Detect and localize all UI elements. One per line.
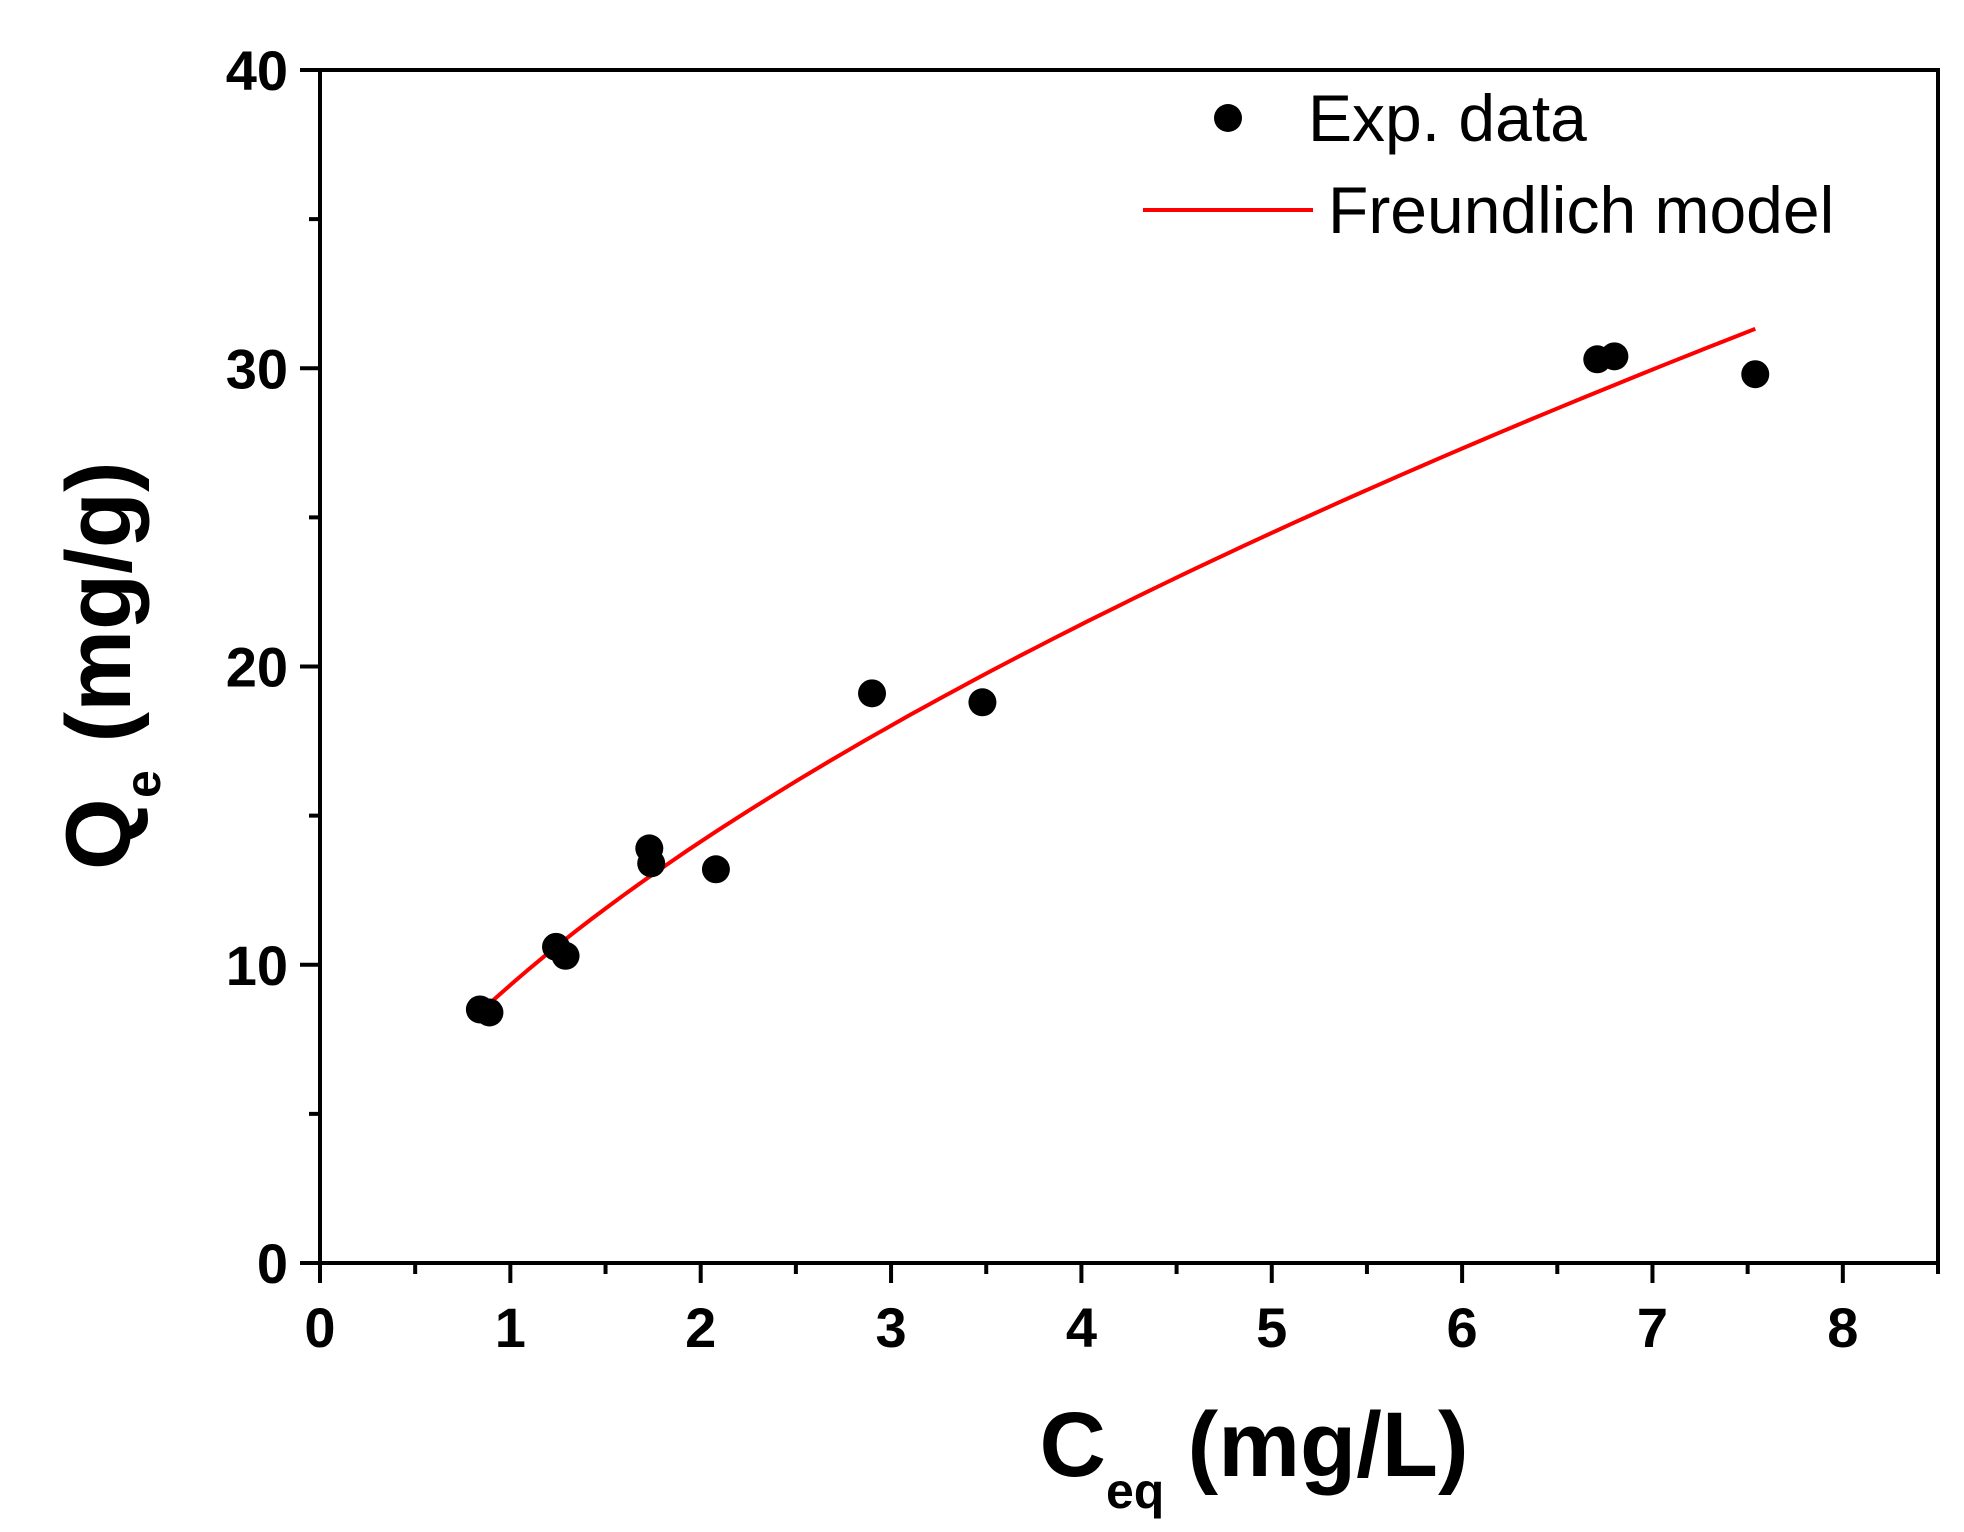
- x-tick-label: 8: [1827, 1296, 1858, 1359]
- exp-data-point: [858, 679, 887, 708]
- x-axis-label-sub: eq: [1106, 1463, 1164, 1519]
- y-axis-tick-labels: 0 10 20 30 40: [226, 39, 288, 1295]
- y-axis-label-unit: (mg/g): [48, 461, 150, 768]
- y-tick-label: 10: [226, 934, 288, 997]
- y-tick-label: 30: [226, 337, 288, 400]
- freundlich-model-line: [478, 326, 1757, 1015]
- y-tick-label: 40: [226, 39, 288, 102]
- legend-label-freundlich-model: Freundlich model: [1328, 173, 1834, 247]
- y-axis-label-main: Q: [48, 798, 150, 870]
- y-axis-label-sub: e: [115, 770, 171, 798]
- x-axis-ticks: [318, 1263, 1940, 1283]
- y-tick-label: 0: [257, 1232, 288, 1295]
- exp-data-points: [465, 342, 1770, 1027]
- x-tick-label: 5: [1256, 1296, 1287, 1359]
- legend-label-exp-data: Exp. data: [1308, 81, 1587, 155]
- legend-marker-exp-data: [1214, 104, 1242, 132]
- plot-frame: [318, 68, 1940, 1265]
- y-axis-label: Q e (mg/g): [48, 461, 171, 870]
- exp-data-point: [637, 849, 666, 878]
- legend: Exp. data Freundlich model: [1143, 81, 1834, 247]
- exp-data-point: [1741, 360, 1770, 389]
- x-tick-label: 3: [875, 1296, 906, 1359]
- x-axis-tick-labels: 0 1 2 3 4 5 6 7 8: [304, 1296, 1858, 1359]
- x-tick-label: 7: [1637, 1296, 1668, 1359]
- x-tick-label: 1: [495, 1296, 526, 1359]
- x-axis-label-main: C: [1040, 1394, 1106, 1496]
- x-tick-label: 0: [304, 1296, 335, 1359]
- x-tick-label: 4: [1066, 1296, 1097, 1359]
- exp-data-point: [475, 998, 504, 1027]
- exp-data-point: [968, 688, 997, 717]
- exp-data-point: [1600, 342, 1629, 371]
- y-axis-ticks: [300, 68, 320, 1265]
- exp-data-point: [551, 941, 580, 970]
- x-tick-label: 6: [1447, 1296, 1478, 1359]
- x-tick-label: 2: [685, 1296, 716, 1359]
- exp-data-point: [701, 855, 730, 884]
- y-tick-label: 20: [226, 636, 288, 699]
- x-axis-label: C eq (mg/L): [1040, 1394, 1469, 1519]
- x-axis-label-unit: (mg/L): [1162, 1394, 1469, 1496]
